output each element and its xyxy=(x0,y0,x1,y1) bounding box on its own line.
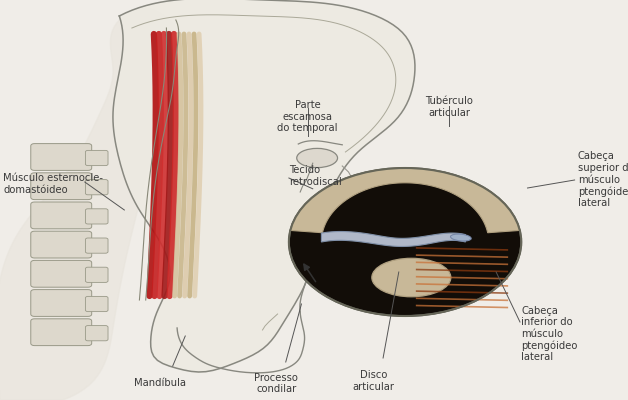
Ellipse shape xyxy=(296,148,338,168)
FancyBboxPatch shape xyxy=(31,144,92,170)
Ellipse shape xyxy=(312,215,326,219)
FancyBboxPatch shape xyxy=(31,319,92,346)
Text: Cabeça
superior do
músculo
ptengóideo
lateral: Cabeça superior do músculo ptengóideo la… xyxy=(578,152,628,208)
Text: Tubérculo
articular: Tubérculo articular xyxy=(425,96,473,118)
FancyBboxPatch shape xyxy=(85,296,108,312)
Ellipse shape xyxy=(450,234,471,241)
Polygon shape xyxy=(322,232,465,246)
Text: Disco
articular: Disco articular xyxy=(353,370,394,392)
Ellipse shape xyxy=(372,258,451,297)
Text: Parte
escamosa
do temporal: Parte escamosa do temporal xyxy=(278,100,338,133)
FancyBboxPatch shape xyxy=(85,150,108,166)
Circle shape xyxy=(308,208,335,226)
Text: Músculo esternocle-
domastóideo: Músculo esternocle- domastóideo xyxy=(3,173,103,195)
Circle shape xyxy=(289,168,521,316)
FancyBboxPatch shape xyxy=(31,260,92,287)
FancyBboxPatch shape xyxy=(85,238,108,253)
FancyBboxPatch shape xyxy=(85,209,108,224)
Ellipse shape xyxy=(309,218,325,226)
Text: Cabeça
inferior do
músculo
ptengóideo
lateral: Cabeça inferior do músculo ptengóideo la… xyxy=(521,306,578,362)
Polygon shape xyxy=(113,0,415,372)
FancyBboxPatch shape xyxy=(85,180,108,195)
FancyBboxPatch shape xyxy=(31,231,92,258)
Text: Mandíbula: Mandíbula xyxy=(134,378,186,388)
Text: Processo
condilar: Processo condilar xyxy=(254,373,298,394)
Polygon shape xyxy=(0,8,182,400)
FancyBboxPatch shape xyxy=(31,290,92,316)
FancyBboxPatch shape xyxy=(31,173,92,200)
FancyBboxPatch shape xyxy=(85,326,108,341)
FancyBboxPatch shape xyxy=(31,202,92,229)
Polygon shape xyxy=(290,168,520,233)
Text: Tecido
retrodiscal: Tecido retrodiscal xyxy=(289,165,342,187)
FancyBboxPatch shape xyxy=(85,267,108,282)
